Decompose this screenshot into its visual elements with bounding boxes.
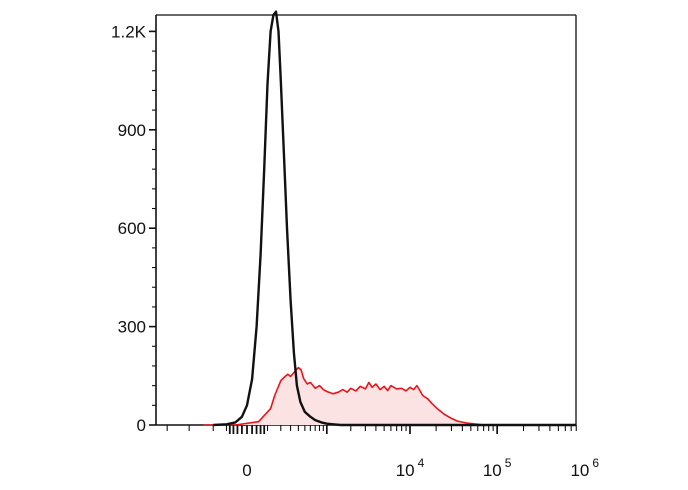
series-1-line [203, 366, 576, 426]
y-tick-label: 1.2K [111, 22, 147, 41]
x-tick-label: 10 4 [396, 456, 425, 480]
series-1-fill [203, 367, 576, 425]
y-tick-label: 300 [118, 318, 146, 337]
series-0-line [213, 10, 576, 427]
y-tick-label: 0 [137, 416, 146, 435]
x-tick-label: 0 [242, 461, 251, 480]
series-layer [203, 10, 576, 427]
x-axis: 0 10 4 10 5 10 6 [166, 425, 599, 480]
plot-frame [155, 14, 577, 426]
y-axis: 0 300 600 900 1.2K [111, 22, 156, 435]
y-tick-label: 600 [118, 219, 146, 238]
x-tick-label: 10 6 [570, 456, 599, 480]
x-tick-label: 10 5 [483, 456, 512, 480]
y-tick-label: 900 [118, 121, 146, 140]
